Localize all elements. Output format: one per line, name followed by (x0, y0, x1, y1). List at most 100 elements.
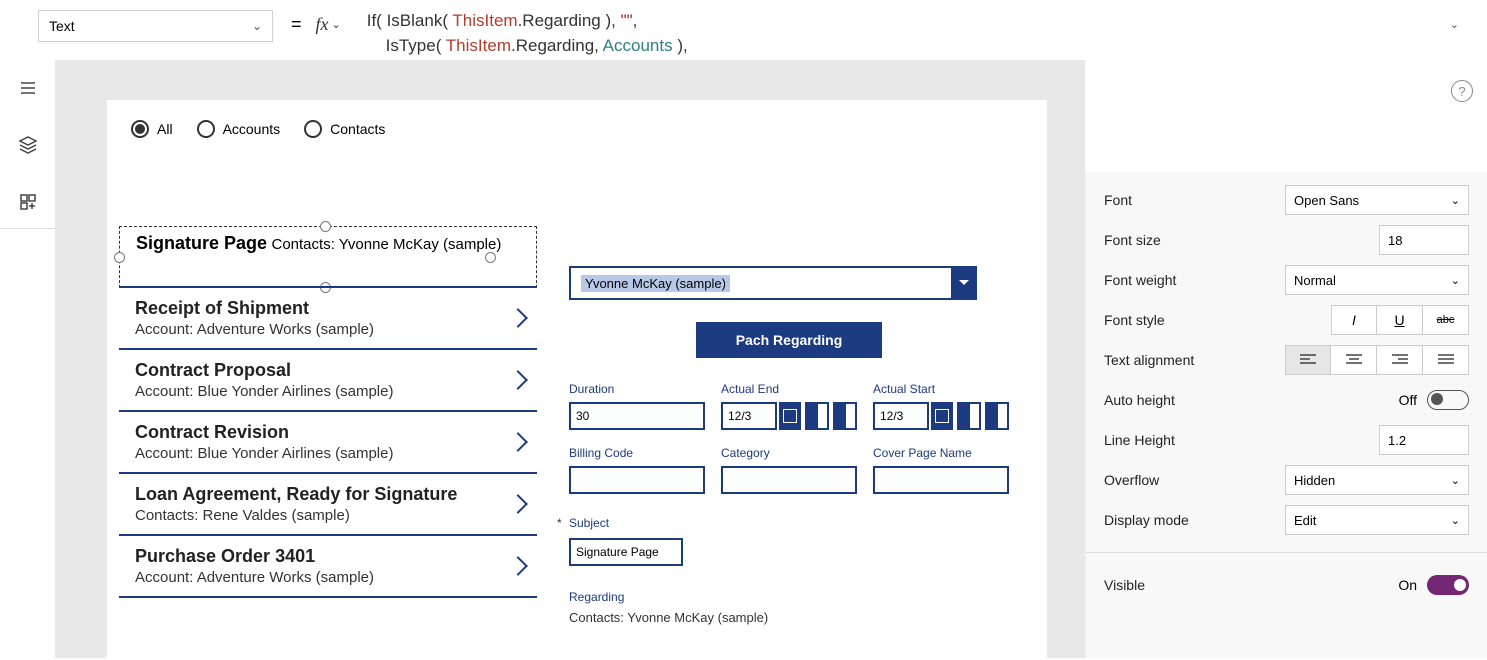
property-dropdown[interactable]: Text ⌄ (38, 10, 273, 42)
list-item-subtitle: Account: Adventure Works (sample) (135, 569, 374, 586)
list-item[interactable]: Contract Revision Account: Blue Yonder Ai… (119, 410, 537, 472)
font-style-strikethrough-button[interactable]: abc (1423, 305, 1469, 335)
overflow-dropdown[interactable]: Hidden⌄ (1285, 465, 1469, 495)
formula-expand-toggle[interactable]: ⌄ (1450, 18, 1459, 31)
filter-accounts-label: Accounts (223, 121, 281, 137)
regarding-combobox[interactable]: Yvonne McKay (sample) (569, 266, 977, 300)
chevron-right-icon (508, 432, 528, 452)
radio-icon (197, 120, 215, 138)
filter-all[interactable]: All (131, 120, 173, 138)
cover-page-name-input[interactable] (873, 466, 1009, 494)
field-label: Actual End (721, 382, 857, 396)
align-justify-icon (1438, 354, 1454, 366)
list-item-title: Purchase Order 3401 (135, 546, 374, 567)
list-item-title: Receipt of Shipment (135, 298, 374, 319)
font-weight-dropdown[interactable]: Normal⌄ (1285, 265, 1469, 295)
list-item-subtitle: Account: Blue Yonder Airlines (sample) (135, 445, 393, 462)
required-indicator: * (557, 516, 562, 530)
filter-radio-group: All Accounts Contacts (107, 100, 1047, 156)
underline-icon: U (1394, 312, 1404, 328)
equals-sign: = (291, 14, 302, 35)
chevron-down-icon: ⌄ (1451, 194, 1460, 207)
combobox-value: Yvonne McKay (sample) (581, 275, 730, 292)
list-item-subtitle: Contacts: Rene Valdes (sample) (135, 507, 457, 524)
list-item[interactable]: Receipt of Shipment Account: Adventure Wo… (119, 286, 537, 348)
filter-accounts[interactable]: Accounts (197, 120, 281, 138)
align-left-button[interactable] (1285, 345, 1331, 375)
align-center-icon (1346, 354, 1362, 366)
actual-end-date-input[interactable]: 12/3 (721, 402, 777, 430)
field-label: Billing Code (569, 446, 705, 460)
list-item[interactable]: Loan Agreement, Ready for SignatureConta… (119, 472, 537, 534)
billing-code-input[interactable] (569, 466, 705, 494)
list-item-subtitle: Account: Adventure Works (sample) (135, 321, 374, 338)
list-item-title: Contract Revision (135, 422, 393, 443)
duration-input[interactable]: 30 (569, 402, 705, 430)
strikethrough-icon: abc (1437, 314, 1455, 326)
list-item[interactable]: Purchase Order 3401 Account: Adventure Wo… (119, 534, 537, 598)
selected-list-item[interactable]: Signature Page Contacts: Yvonne McKay (s… (119, 226, 537, 288)
field-label: Actual Start (873, 382, 1009, 396)
display-mode-dropdown[interactable]: Edit⌄ (1285, 505, 1469, 535)
help-icon[interactable]: ? (1451, 80, 1473, 102)
chevron-down-icon (951, 266, 977, 300)
resize-handle[interactable] (114, 252, 125, 263)
visible-toggle[interactable] (1427, 575, 1469, 595)
subject-input[interactable]: Signature Page (569, 538, 683, 566)
align-center-button[interactable] (1331, 345, 1377, 375)
chevron-down-icon: ⌄ (1451, 474, 1460, 487)
list-item-subtitle: Account: Blue Yonder Airlines (sample) (135, 383, 393, 400)
auto-height-toggle[interactable] (1427, 390, 1469, 410)
font-dropdown[interactable]: Open Sans⌄ (1285, 185, 1469, 215)
prop-label: Line Height (1104, 432, 1175, 448)
time-picker[interactable] (805, 402, 829, 430)
divider (1086, 552, 1487, 553)
toggle-value: On (1398, 577, 1417, 593)
fx-button[interactable]: fx⌄ (316, 14, 341, 35)
list-item[interactable]: Contract Proposal Account: Blue Yonder Ai… (119, 348, 537, 410)
resize-handle[interactable] (320, 221, 331, 232)
line-height-input[interactable]: 1.2 (1379, 425, 1469, 455)
field-label: Category (721, 446, 857, 460)
calendar-icon[interactable] (779, 402, 801, 430)
prop-label: Font weight (1104, 272, 1176, 288)
chevron-right-icon (508, 308, 528, 328)
align-justify-button[interactable] (1423, 345, 1469, 375)
field-label: Duration (569, 382, 705, 396)
resize-handle[interactable] (485, 252, 496, 263)
chevron-right-icon (508, 556, 528, 576)
prop-label: Display mode (1104, 512, 1189, 528)
property-dropdown-value: Text (49, 18, 75, 34)
filter-contacts[interactable]: Contacts (304, 120, 385, 138)
selected-item-subtitle: Contacts: Yvonne McKay (sample) (272, 236, 502, 253)
time-picker[interactable] (985, 402, 1009, 430)
components-icon[interactable] (18, 192, 38, 217)
prop-label: Auto height (1104, 392, 1175, 408)
chevron-down-icon: ⌄ (252, 19, 262, 33)
prop-label: Font style (1104, 312, 1165, 328)
button-label: Pach Regarding (736, 332, 843, 348)
time-picker[interactable] (957, 402, 981, 430)
time-picker[interactable] (833, 402, 857, 430)
list-item-title: Contract Proposal (135, 360, 393, 381)
radio-icon (131, 120, 149, 138)
font-size-input[interactable]: 18 (1379, 225, 1469, 255)
font-style-underline-button[interactable]: U (1377, 305, 1423, 335)
field-label: Cover Page Name (873, 446, 1009, 460)
actual-start-date-input[interactable]: 12/3 (873, 402, 929, 430)
layers-icon[interactable] (18, 135, 38, 160)
field-label: Subject (569, 516, 609, 530)
chevron-down-icon: ⌄ (1451, 514, 1460, 527)
toggle-value: Off (1399, 392, 1417, 408)
category-input[interactable] (721, 466, 857, 494)
prop-label: Overflow (1104, 472, 1159, 488)
calendar-icon[interactable] (931, 402, 953, 430)
chevron-right-icon (508, 494, 528, 514)
chevron-down-icon: ⌄ (332, 18, 341, 31)
align-right-button[interactable] (1377, 345, 1423, 375)
patch-regarding-button[interactable]: Pach Regarding (696, 322, 882, 358)
filter-all-label: All (157, 121, 173, 137)
menu-icon[interactable] (18, 78, 38, 103)
font-style-italic-button[interactable]: I (1331, 305, 1377, 335)
italic-icon: I (1352, 312, 1356, 328)
